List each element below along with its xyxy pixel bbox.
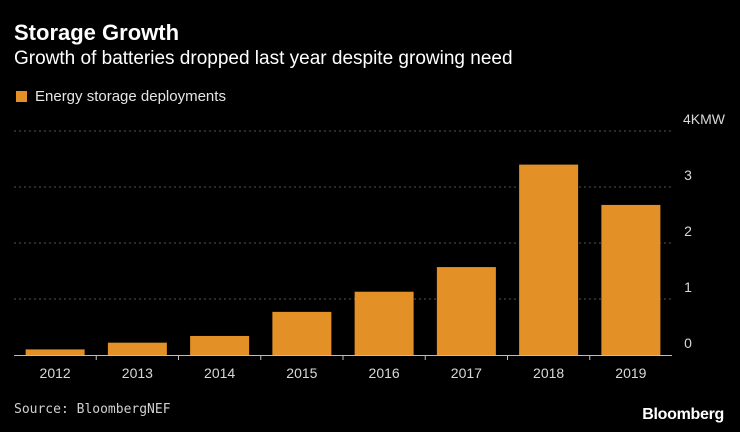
y-tick-label: 4KMW [683, 111, 726, 127]
x-tick-label: 2012 [40, 365, 71, 381]
x-tick-label: 2013 [122, 365, 153, 381]
bar-2017 [436, 267, 496, 355]
legend-swatch [16, 91, 27, 102]
chart-subtitle: Growth of batteries dropped last year de… [14, 48, 513, 69]
x-tick-label: 2014 [204, 365, 235, 381]
bar-2013 [107, 342, 167, 355]
bloomberg-logo: Bloomberg [642, 406, 724, 423]
bar-2018 [519, 164, 579, 355]
y-tick-label: 3 [684, 167, 692, 183]
bar-2016 [354, 291, 414, 355]
bar-2019 [601, 204, 661, 355]
source-note: Source: BloombergNEF [14, 402, 171, 417]
x-tick-label: 2018 [533, 365, 564, 381]
x-tick-label: 2019 [615, 365, 646, 381]
bar-2012 [25, 349, 85, 355]
chart-title: Storage Growth [14, 20, 180, 45]
bar-2015 [272, 311, 332, 355]
x-tick-label: 2017 [451, 365, 482, 381]
x-tick-label: 2016 [369, 365, 400, 381]
legend: Energy storage deployments [16, 88, 226, 105]
bar-2014 [190, 335, 250, 355]
x-tick-label: 2015 [286, 365, 317, 381]
y-tick-label: 1 [684, 279, 692, 295]
y-tick-label: 2 [684, 223, 692, 239]
legend-label: Energy storage deployments [35, 88, 226, 105]
y-tick-label: 0 [684, 335, 692, 351]
